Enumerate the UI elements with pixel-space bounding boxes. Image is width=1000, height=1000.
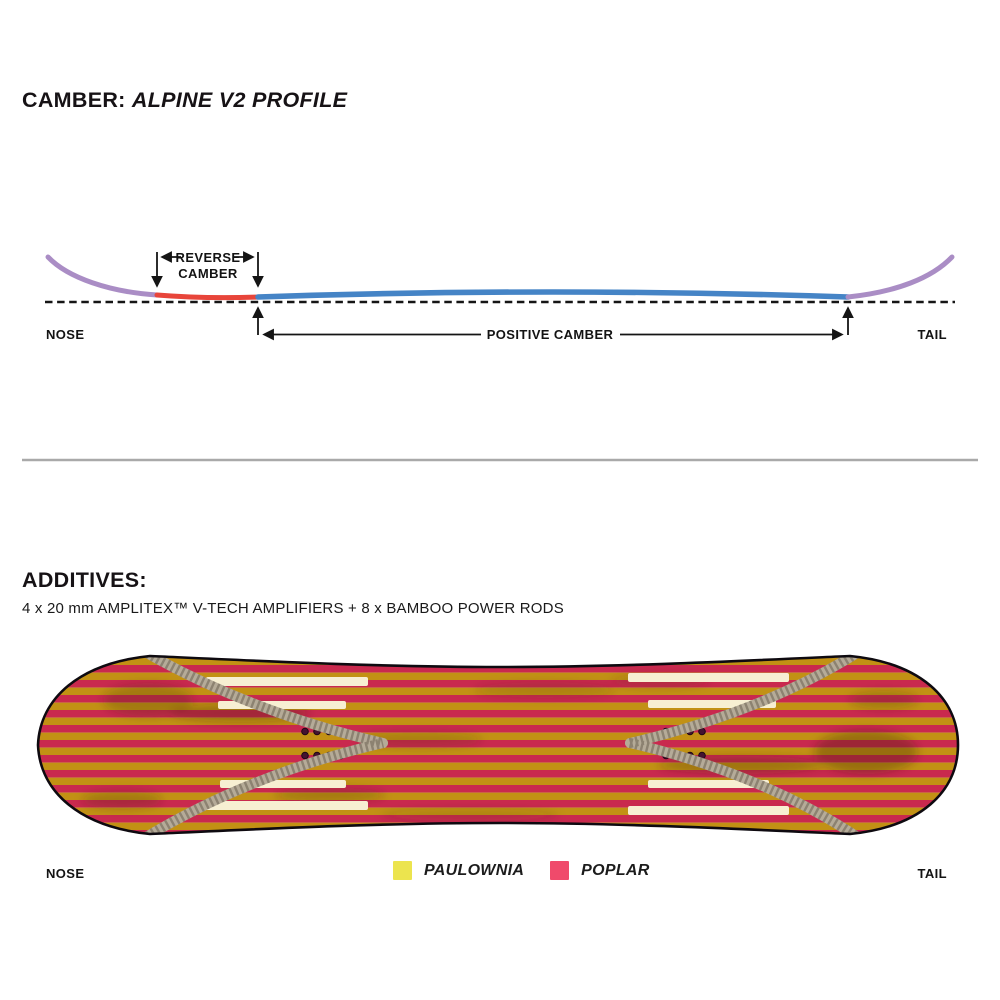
camber-title-label: CAMBER:: [22, 88, 126, 112]
positive-camber-curve: [255, 289, 851, 300]
positive-camber-label: POSITIVE CAMBER: [486, 327, 614, 342]
camber-title-value: ALPINE V2 PROFILE: [131, 88, 348, 112]
camber-title: CAMBER: ALPINE V2 PROFILE: [22, 88, 347, 113]
board-outline: [36, 654, 960, 836]
wood-legend: PAULOWNIA POPLAR: [393, 861, 664, 880]
tail-rocker-curve: [845, 254, 955, 300]
reverse-camber-curve: [154, 292, 261, 301]
positive-camber-dimension: [252, 306, 854, 341]
nose-rocker-curve: [45, 254, 160, 298]
board-tail-label: TAIL: [917, 866, 947, 881]
board-nose-label: NOSE: [46, 866, 85, 881]
camber-profile-diagram: [45, 251, 955, 341]
profile-nose-label: NOSE: [46, 327, 85, 342]
snowboard-top-view: [36, 654, 960, 836]
bamboo-rod-texture: [135, 656, 865, 834]
reverse-camber-dimension: [151, 251, 264, 288]
paulownia-swatch: [393, 861, 412, 880]
poplar-label: POPLAR: [581, 861, 650, 879]
paulownia-label: PAULOWNIA: [424, 861, 525, 879]
poplar-swatch: [550, 861, 570, 880]
additives-heading: ADDITIVES:: [22, 568, 147, 592]
profile-tail-label: TAIL: [917, 327, 947, 342]
reverse-camber-label: REVERSE CAMBER: [175, 250, 241, 281]
additives-subheading: 4 x 20 mm AMPLITEX™ V-TECH AMPLIFIERS + …: [22, 600, 564, 617]
